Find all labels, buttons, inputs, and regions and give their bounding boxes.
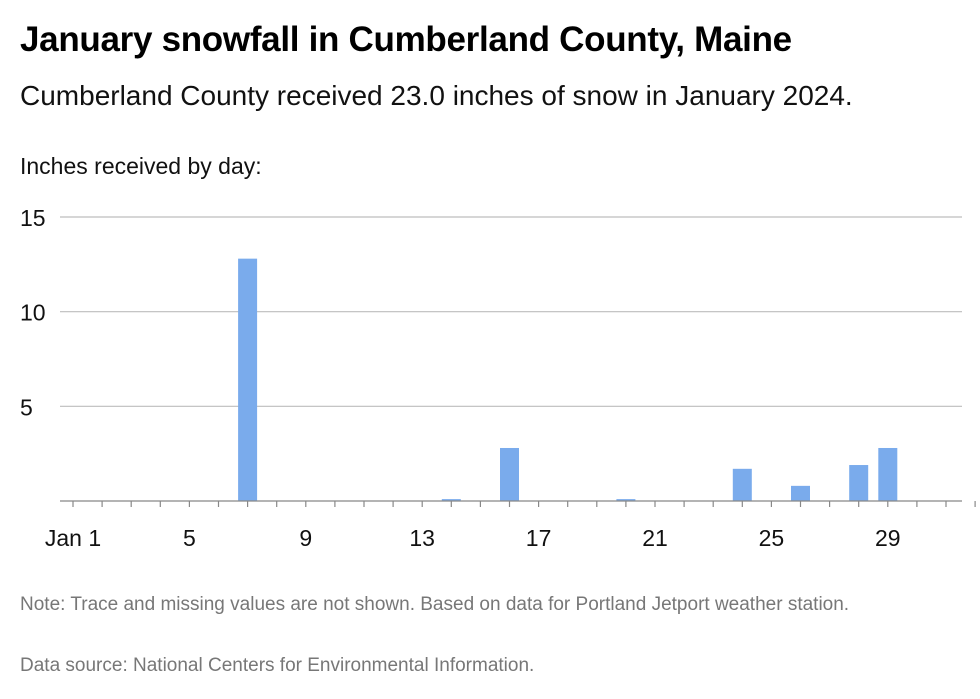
chart-title: January snowfall in Cumberland County, M… — [20, 20, 792, 59]
x-tick-label: 9 — [299, 525, 312, 551]
y-tick-labels: 5 10 15 — [20, 205, 46, 420]
bar-day-29 — [878, 447, 898, 501]
bar-day-7 — [238, 258, 258, 501]
x-tick-label: 13 — [409, 525, 435, 551]
y-axis-label: Inches received by day: — [20, 153, 262, 179]
x-tick-labels: Jan 1 5 9 13 17 21 25 29 — [45, 525, 901, 551]
y-tick-label: 15 — [20, 205, 46, 231]
gridlines — [60, 216, 962, 407]
bar-day-16 — [500, 447, 519, 501]
x-tick-label: 29 — [875, 525, 901, 551]
data-source: Data source: National Centers for Enviro… — [20, 655, 535, 676]
y-tick-label: 5 — [20, 394, 33, 420]
bars — [238, 258, 898, 501]
bar-day-24 — [732, 468, 752, 501]
x-tick-label: 25 — [759, 525, 785, 551]
y-tick-label: 10 — [20, 300, 46, 326]
x-axis — [60, 500, 976, 507]
x-tick-label: Jan 1 — [45, 525, 101, 551]
chart-subtitle: Cumberland County received 23.0 inches o… — [20, 80, 853, 111]
chart-note: Note: Trace and missing values are not s… — [20, 594, 850, 615]
bar-day-14 — [441, 499, 461, 501]
x-tick-label: 17 — [526, 525, 552, 551]
bar-day-28 — [849, 465, 869, 501]
x-tick-label: 5 — [183, 525, 196, 551]
bar-chart: 5 10 15 Jan 1 5 9 13 17 21 25 29 — [20, 205, 976, 551]
bar-day-26 — [791, 485, 810, 501]
bar-day-20 — [616, 499, 636, 501]
x-tick-label: 21 — [642, 525, 668, 551]
